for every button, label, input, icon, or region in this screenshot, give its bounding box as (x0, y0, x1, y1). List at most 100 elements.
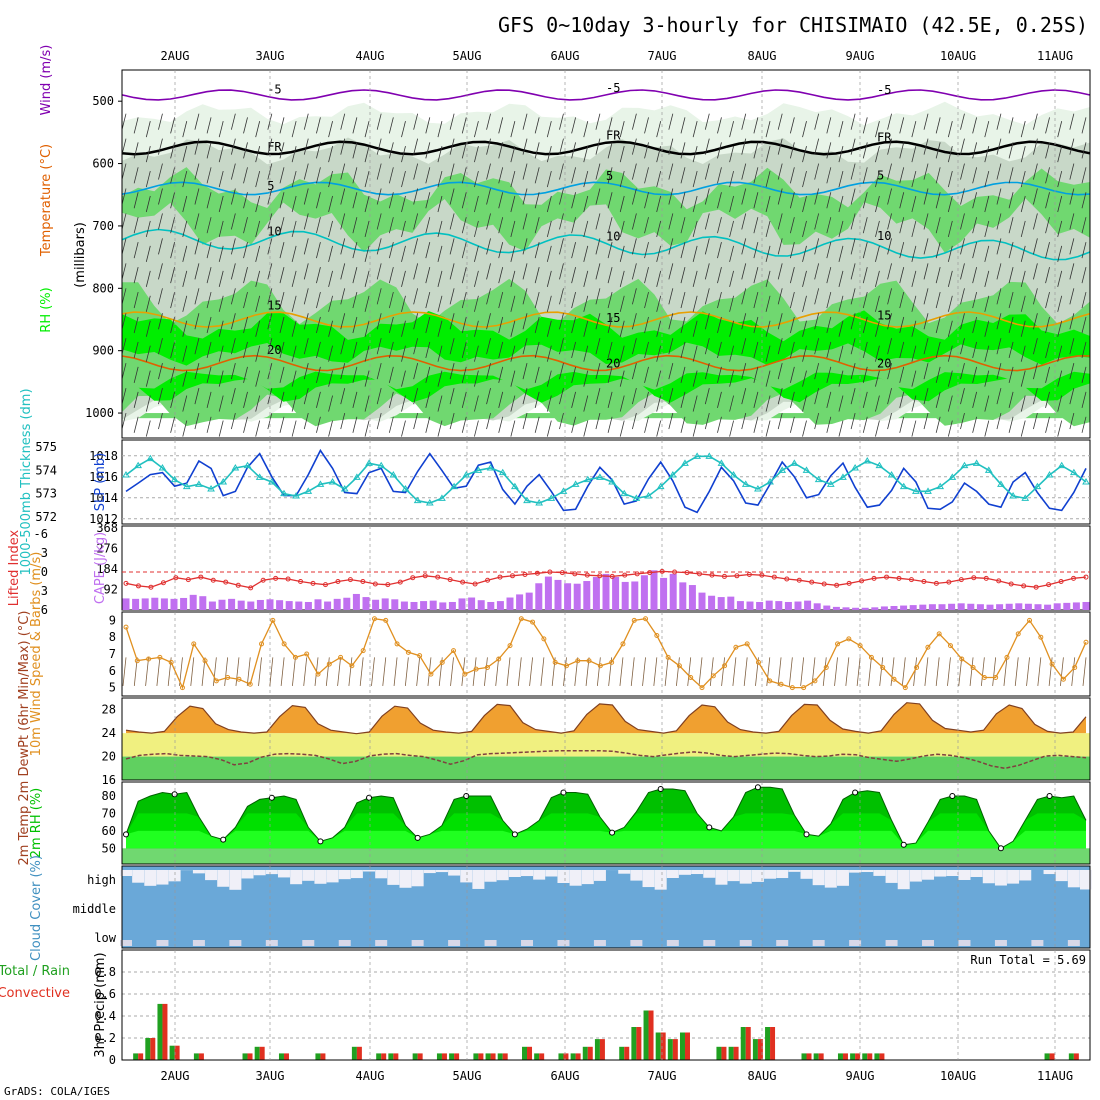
wind-barb (218, 395, 224, 412)
bottom-date-label: 6AUG (551, 1069, 580, 1083)
wind-barb (158, 188, 163, 205)
wind-barb (1008, 391, 1014, 408)
precip-convective-bar (757, 1039, 763, 1060)
precip-total-bar (376, 1053, 382, 1060)
wind-barb (449, 113, 455, 130)
wind-barb (947, 121, 953, 138)
wind-barb (704, 313, 710, 330)
wind-barb (1069, 188, 1075, 205)
wind-barb (413, 113, 419, 130)
wind10-point (281, 641, 287, 647)
wind-barb (692, 245, 698, 262)
wind-barb (461, 416, 467, 433)
wind-barb (170, 391, 175, 408)
wind10-point (259, 641, 265, 647)
lifted-index-point (185, 577, 191, 583)
wind-barb (923, 338, 929, 355)
wind-barb (449, 313, 455, 330)
wind-barb (802, 320, 807, 337)
wind-barb (376, 238, 382, 255)
wind-barb (947, 395, 953, 412)
wind-barb (631, 263, 637, 280)
cloud-low-gap (739, 940, 752, 946)
wind-barb (571, 267, 577, 284)
thickness-point (948, 473, 957, 480)
wind-barb (802, 170, 807, 188)
cloud-high-gap (593, 870, 606, 881)
wind-barb (230, 412, 236, 430)
cape-bar (1005, 603, 1013, 610)
wind-barb (413, 188, 419, 205)
thickness-point (280, 489, 288, 497)
cape-bar (1072, 602, 1080, 610)
wind-barb (765, 395, 771, 412)
wind-barb (1045, 192, 1050, 209)
wind10-barb (292, 657, 296, 686)
lifted-index-point (235, 582, 241, 588)
wind10-point (676, 663, 682, 669)
slp-ytick-label: 1016 (89, 470, 118, 484)
precip-convective-bar (855, 1053, 861, 1060)
thickness-point (243, 461, 252, 469)
cloud-level-label-middle: middle (73, 902, 116, 916)
wind-barb (862, 117, 868, 134)
cloud-high-gap (448, 870, 461, 876)
wind-barb (996, 388, 1002, 405)
cape-bar (410, 601, 418, 610)
precip-total-bar (254, 1046, 260, 1060)
cloud-high-gap (375, 870, 388, 879)
wind10-barb (777, 657, 782, 686)
wind-barb (279, 242, 285, 259)
temperature-contour (121, 228, 1091, 261)
wind-barb (328, 395, 333, 412)
precip-total-bar (619, 1046, 625, 1060)
wind-barb (729, 320, 734, 337)
wind-barb (158, 412, 163, 430)
thickness-point (1057, 461, 1066, 469)
wind-barb (461, 366, 467, 383)
rh2m-ytick-label: 50 (102, 841, 116, 855)
t2m-line (125, 702, 1087, 735)
wind-barb (316, 267, 321, 284)
wind10-point (552, 659, 558, 665)
wind-barb (826, 242, 832, 259)
wind-barb (753, 217, 759, 234)
wind-barb (899, 267, 905, 284)
wind-barb (862, 416, 868, 433)
wind-barb (1045, 416, 1050, 433)
wind-barb (789, 192, 795, 209)
thickness-point (1045, 471, 1054, 478)
cape-bar (842, 607, 850, 610)
wind-barb (692, 220, 698, 238)
wind10-point (643, 616, 649, 622)
lifted-index-point (160, 580, 166, 586)
wind10-point (405, 649, 411, 655)
wind10-barb (980, 657, 985, 686)
wind-barb (230, 138, 236, 155)
wind10-point (789, 685, 795, 691)
wind-barb (510, 420, 516, 437)
wind-barb (340, 263, 346, 280)
wind10-barb (1082, 657, 1087, 686)
wind-barb (364, 195, 370, 213)
bottom-date-label: 10AUG (940, 1069, 976, 1083)
precip-convective-bar (174, 1045, 180, 1060)
cloud-low-gap (265, 940, 278, 946)
thickness-point (474, 466, 483, 473)
wind-barb (668, 388, 674, 405)
wind-barb (875, 145, 880, 163)
wind-barb (571, 416, 577, 433)
wind-barb (947, 370, 953, 387)
wind-barb (947, 245, 953, 262)
rh2m-point (1046, 792, 1053, 799)
wind-barb (243, 267, 248, 284)
wind-barb (316, 366, 321, 383)
precip-convective-bar (259, 1046, 265, 1060)
lifted-index-point (983, 575, 989, 581)
wind-barb (607, 416, 613, 433)
cloud-high-gap (314, 870, 327, 884)
cape-bar (660, 577, 668, 610)
cloud-high-gap (217, 870, 230, 887)
wind-barb (1033, 163, 1038, 180)
precip-legend-total: Total / Rain (0, 964, 70, 979)
